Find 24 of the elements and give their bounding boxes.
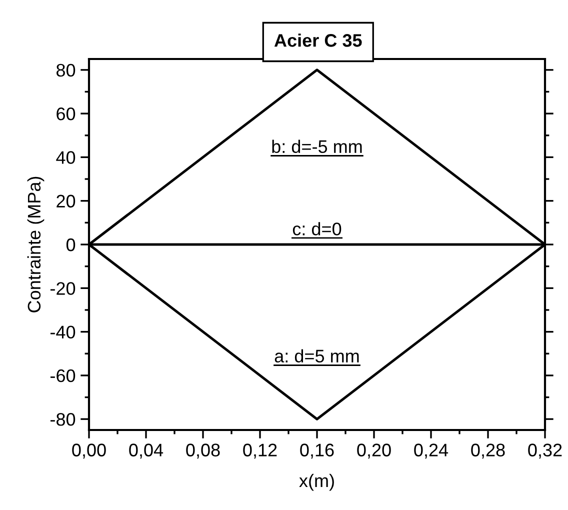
x-axis-title: x(m): [299, 474, 334, 491]
y-tick-label: 20: [56, 194, 76, 208]
y-tick-label: 60: [56, 107, 76, 120]
y-axis-title: Contrainte (MPa): [27, 176, 44, 312]
y-tick-label: -60: [50, 369, 76, 382]
x-tick-label: 0,08: [186, 444, 220, 459]
y-tick-label: -80: [50, 413, 76, 426]
x-tick-label: 0,04: [129, 444, 164, 459]
x-tick-label: 0,32: [528, 444, 562, 459]
x-tick-label: 0,00: [72, 444, 106, 459]
x-tick-label: 0,12: [243, 444, 277, 459]
y-tick-label: -20: [50, 282, 76, 295]
x-tick-label: 0,28: [471, 444, 505, 459]
chart-title: Acier C 35: [274, 34, 362, 47]
x-tick-label: 0,20: [357, 444, 391, 459]
series-label: b: d=-5 mm: [272, 140, 362, 154]
y-tick-label: 80: [56, 64, 76, 77]
x-tick-label: 0,16: [300, 444, 334, 459]
series-label: c: d=0: [292, 222, 342, 236]
y-tick-label: 40: [56, 151, 76, 164]
y-tick-label: 0: [66, 238, 76, 252]
series-label: a: d=5 mm: [274, 349, 359, 363]
y-tick-label: -40: [50, 326, 76, 339]
x-tick-label: 0,24: [414, 444, 448, 459]
